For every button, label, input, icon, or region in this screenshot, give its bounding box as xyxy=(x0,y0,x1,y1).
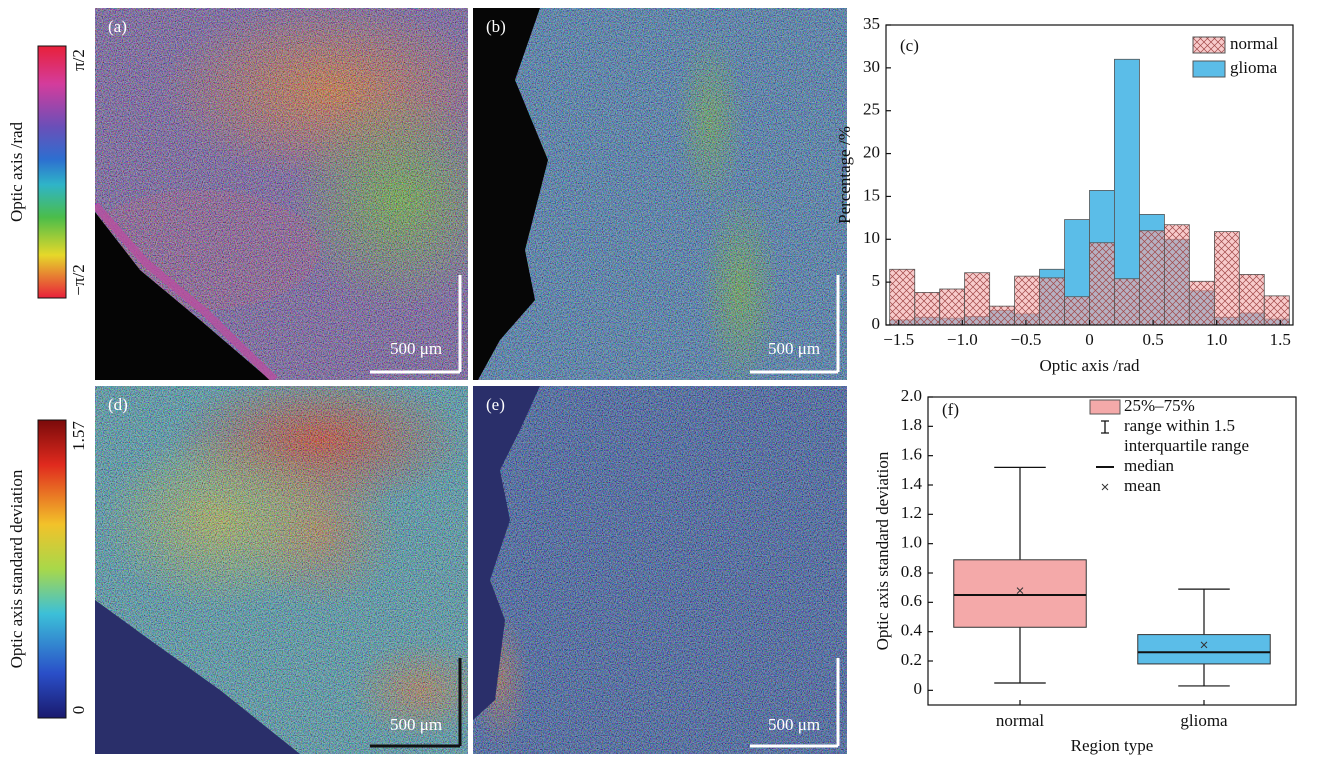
y-tick-label: 2.0 xyxy=(901,386,922,405)
y-tick-label: 0.2 xyxy=(901,650,922,669)
colorbar-std xyxy=(37,419,67,719)
image-panel xyxy=(473,386,847,754)
mean-marker xyxy=(1016,587,1024,594)
y-tick-label: 1.2 xyxy=(901,503,922,522)
histogram-bar xyxy=(1263,295,1290,326)
y-tick-label: 35 xyxy=(863,14,880,33)
x-tick-label: 1.0 xyxy=(1206,330,1227,349)
y-tick-label: 0.8 xyxy=(901,562,922,581)
legend-label: mean xyxy=(1124,476,1161,495)
y-tick-label: 10 xyxy=(863,228,880,247)
x-tick-label: 0 xyxy=(1085,330,1094,349)
legend-label: 25%–75% xyxy=(1124,396,1195,415)
panel-label: (f) xyxy=(942,400,959,419)
y-tick-label: 30 xyxy=(863,57,880,76)
scale-label: 500 μm xyxy=(768,339,820,358)
y-axis-label: Optic axis standard deviation xyxy=(873,451,892,650)
histogram-bar xyxy=(939,288,966,326)
legend-swatch xyxy=(1192,60,1226,78)
colorbar-min: −π/2 xyxy=(69,264,88,295)
histogram-bar xyxy=(1213,231,1240,326)
x-tick-label: 1.5 xyxy=(1270,330,1291,349)
panel-label: (a) xyxy=(108,17,127,36)
image-panel xyxy=(95,8,468,380)
scale-label: 500 μm xyxy=(768,715,820,734)
histogram-bar xyxy=(1114,278,1140,326)
histogram-bar xyxy=(1064,296,1090,326)
scale-label: 500 μm xyxy=(390,715,442,734)
legend-mean xyxy=(1101,483,1109,491)
legend-label: glioma xyxy=(1230,58,1278,77)
x-tick-label: −1.0 xyxy=(947,330,978,349)
box xyxy=(953,559,1087,628)
panel-label: (c) xyxy=(900,36,919,55)
y-tick-label: 0.6 xyxy=(901,591,922,610)
colorbar-title: Optic axis standard deviation xyxy=(7,469,26,668)
x-tick-label: −0.5 xyxy=(1010,330,1041,349)
legend-swatch xyxy=(1089,399,1121,415)
legend-label: median xyxy=(1124,456,1175,475)
y-tick-label: 1.4 xyxy=(901,474,923,493)
legend-label: range within 1.5 xyxy=(1124,416,1235,435)
x-axis-label: Region type xyxy=(1071,736,1154,755)
mean-marker xyxy=(1200,641,1208,649)
colorbar-max: 1.57 xyxy=(69,421,88,451)
y-tick-label: 15 xyxy=(863,185,880,204)
scale-label: 500 μm xyxy=(390,339,442,358)
y-tick-label: 0 xyxy=(872,314,881,333)
axes-frame xyxy=(927,396,1297,706)
x-tick-label: normal xyxy=(996,711,1044,730)
x-axis-label: Optic axis /rad xyxy=(1039,356,1140,375)
legend-swatch xyxy=(1192,36,1226,54)
y-tick-label: 1.6 xyxy=(901,445,922,464)
histogram-bar xyxy=(964,272,991,326)
colorbar-title: Optic axis /rad xyxy=(7,121,26,222)
histogram-bar xyxy=(889,268,916,326)
panel-label: (b) xyxy=(486,17,506,36)
histogram-bar xyxy=(1014,275,1040,326)
histogram-bar xyxy=(1164,224,1190,326)
histogram-bar xyxy=(914,292,941,326)
image-panel xyxy=(95,386,468,754)
histogram-bar xyxy=(1039,277,1065,326)
legend-whisker xyxy=(1101,420,1109,434)
panel-label: (e) xyxy=(486,395,505,414)
histogram-bar xyxy=(1089,242,1115,326)
y-tick-label: 1.0 xyxy=(901,533,922,552)
y-tick-label: 0 xyxy=(914,679,923,698)
y-axis-label: Percentage /% xyxy=(835,126,854,224)
panel-label: (d) xyxy=(108,395,128,414)
y-tick-label: 20 xyxy=(863,142,880,161)
histogram-bar xyxy=(989,305,1015,326)
legend-label: interquartile range xyxy=(1124,436,1249,455)
histogram-bar xyxy=(1139,230,1165,326)
colorbar-phase xyxy=(37,45,67,299)
x-tick-label: 0.5 xyxy=(1142,330,1163,349)
colorbar-max: π/2 xyxy=(69,49,88,71)
colorbar-min: 0 xyxy=(69,706,88,715)
y-tick-label: 0.4 xyxy=(901,621,923,640)
x-tick-label: glioma xyxy=(1180,711,1228,730)
legend-label: normal xyxy=(1230,34,1278,53)
y-tick-label: 1.8 xyxy=(901,415,922,434)
x-tick-label: −1.5 xyxy=(883,330,914,349)
histogram-bar xyxy=(1188,280,1215,326)
histogram-bar xyxy=(1238,274,1265,326)
image-panel xyxy=(473,8,847,380)
y-tick-label: 25 xyxy=(863,100,880,119)
y-tick-label: 5 xyxy=(872,271,881,290)
box xyxy=(1137,634,1271,665)
